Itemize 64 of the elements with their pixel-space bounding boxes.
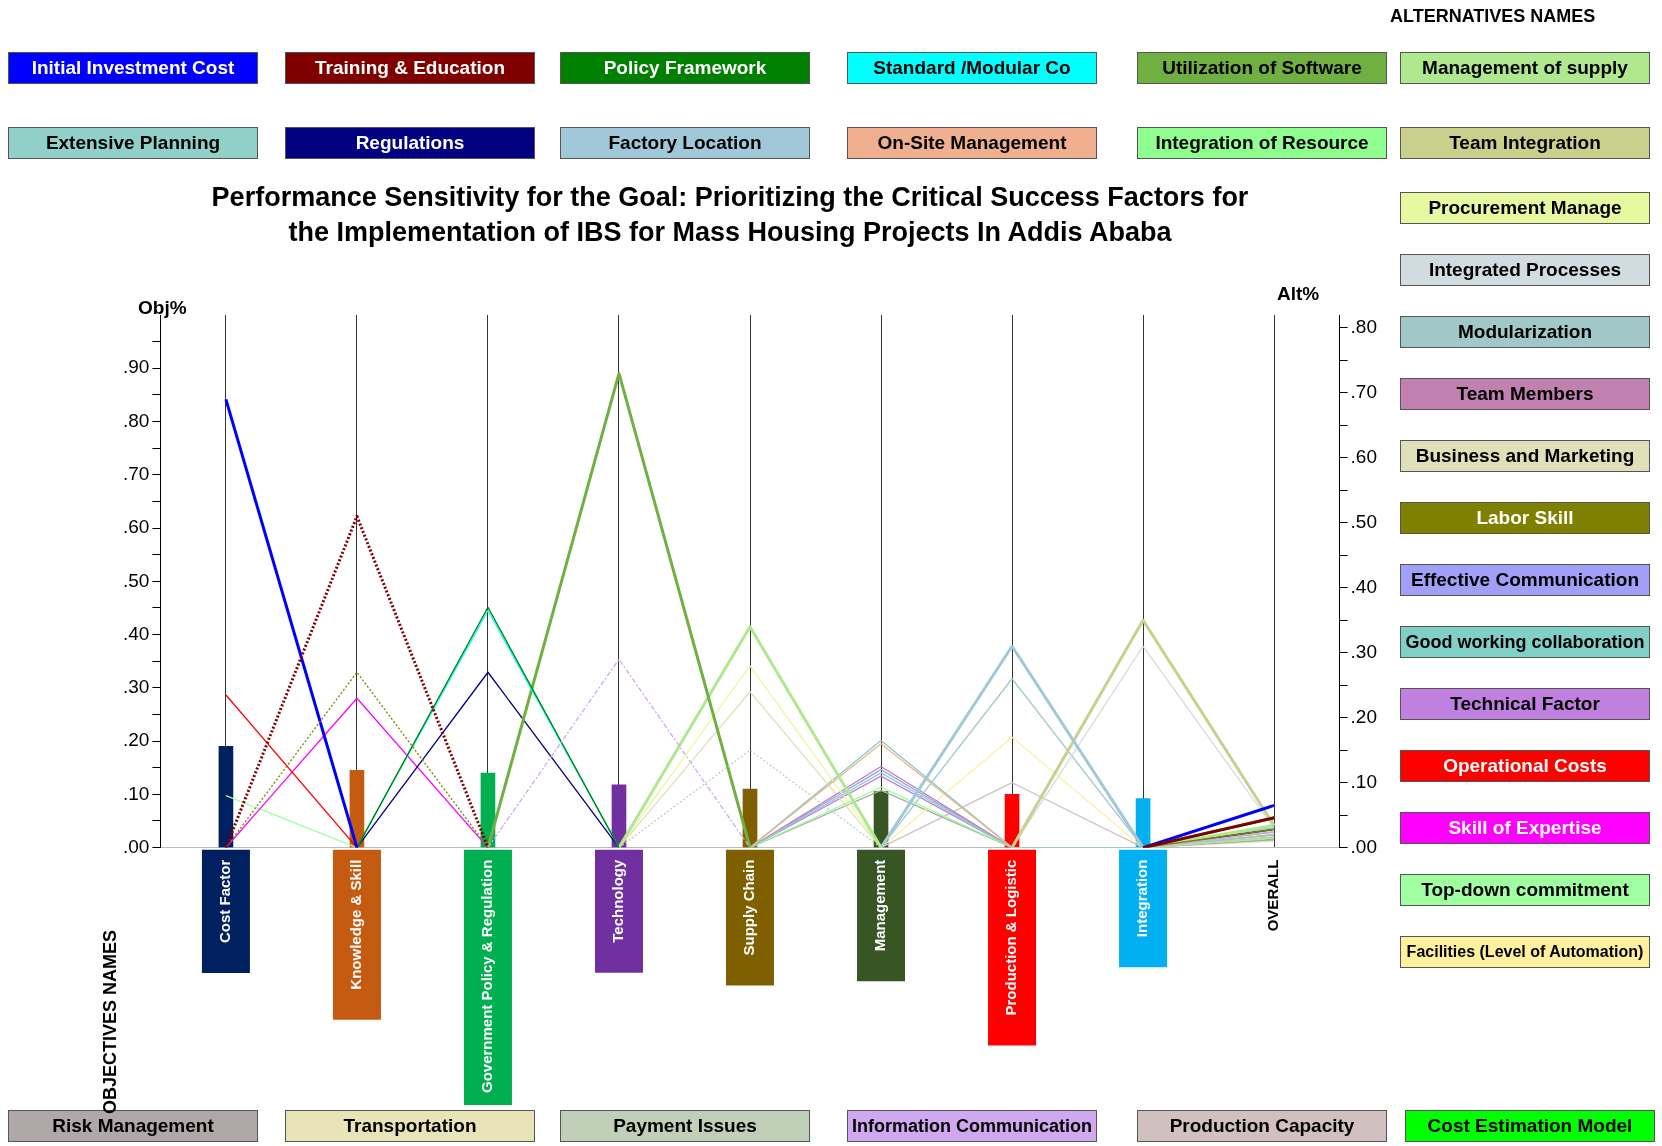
x-tick-label: OVERALL [1264, 859, 1282, 932]
text: Risk Management [52, 1115, 214, 1137]
y2-tick-label: .10 [1350, 770, 1378, 792]
text: Integrated Processes [1428, 259, 1622, 281]
x-tick-label: Knowledge & Skill [347, 859, 365, 990]
text: Procurement Manage [1428, 197, 1622, 219]
y-tick-label: .00 [122, 835, 150, 857]
text: Management of supply [1422, 57, 1628, 79]
x-tick-label: Technology [609, 858, 627, 943]
text: Policy Framework [603, 57, 767, 79]
text: On-Site Management [877, 132, 1067, 154]
text: Cost Estimation Model [1427, 1115, 1633, 1137]
text: Utilization of Software [1162, 57, 1362, 79]
y2-tick-label: .40 [1350, 576, 1378, 598]
text: Initial Investment Cost [31, 57, 235, 79]
y-tick-label: .80 [122, 409, 150, 431]
x-tick-label: Government Policy & Regulation [478, 859, 496, 1093]
y2-tick-label: .60 [1350, 446, 1378, 468]
text: Standard /Modular Co [873, 57, 1071, 79]
y2-tick-label: .30 [1350, 641, 1378, 662]
y-tick-label: .40 [122, 622, 150, 644]
y-axis-title: Obj% [138, 297, 187, 319]
y-tick-label: .90 [122, 356, 150, 378]
x-tick-label: Production & Logistic [1002, 859, 1020, 1016]
y-tick-label: .20 [122, 729, 150, 751]
text: Payment Issues [613, 1115, 757, 1137]
y-tick-label: .10 [122, 782, 150, 804]
x-tick-label: Integration [1133, 859, 1151, 938]
y2-axis-title: Alt% [1277, 283, 1320, 305]
y-tick-label: .60 [122, 516, 150, 538]
y-tick-label: .30 [122, 676, 150, 698]
y-tick-label: .70 [122, 463, 150, 485]
x-tick-label: Management [871, 859, 889, 952]
y2-tick-label: .70 [1350, 381, 1378, 403]
text: Team Members [1456, 383, 1594, 405]
x-tick-label: Supply Chain [740, 859, 758, 956]
y-tick-label: .50 [122, 569, 150, 591]
x-tick-label: Cost Factor [216, 859, 234, 943]
text: OBJECTIVES NAMES [100, 930, 121, 1115]
y2-tick-label: .80 [1350, 316, 1378, 338]
text: Operational Costs [1443, 755, 1607, 777]
text: Integration of Resource [1155, 132, 1369, 154]
chart-title: Performance Sensitivity for the Goal: Prioritizing the Critical Success Factors for the Implementation of IBS for Mass Housing Projects In Addis Ababa [210, 181, 1250, 249]
legend-title: ALTERNATIVES NAMES [1390, 6, 1596, 27]
text: Training & Education [314, 57, 505, 79]
y2-tick-label: .00 [1350, 835, 1378, 857]
text: Business and Marketing [1415, 445, 1635, 467]
y2-tick-label: .20 [1350, 705, 1378, 727]
text: Team Integration [1449, 132, 1601, 154]
text: Extensive Planning [45, 132, 221, 154]
text: Information Communication [852, 1115, 1092, 1137]
text: Production Capacity [1169, 1115, 1355, 1137]
text: Top-down commitment [1421, 879, 1629, 901]
text: Regulations [355, 132, 465, 154]
text: Effective Communication [1410, 569, 1640, 591]
text: Facilities (Level of Automation) [1406, 943, 1644, 961]
text: Good working collaboration [1405, 631, 1645, 653]
y2-tick-label: .50 [1350, 511, 1378, 533]
text: Labor Skill [1476, 507, 1574, 529]
text: Factory Location [608, 132, 762, 154]
text: Transportation [343, 1115, 477, 1137]
text: Skill of Expertise [1448, 817, 1602, 839]
text: Technical Factor [1450, 693, 1600, 715]
text: Modularization [1457, 321, 1593, 343]
